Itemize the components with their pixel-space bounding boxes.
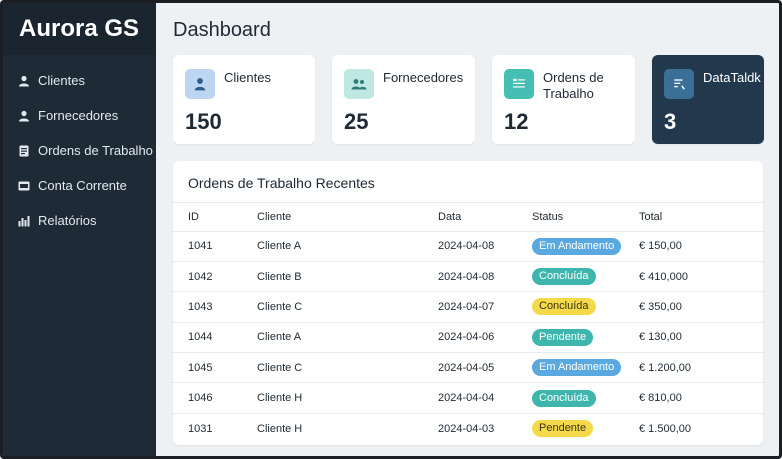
cell-data: 2024-04-07: [438, 291, 532, 323]
sidebar-item-label: Relatórios: [38, 213, 97, 228]
sidebar-item-label: Clientes: [38, 73, 85, 88]
cell-cliente: Cliente H: [257, 412, 438, 444]
cell-data: 2024-04-03: [438, 412, 532, 444]
cell-total: € 810,00: [639, 382, 763, 414]
table-row[interactable]: 1041 Cliente A 2024-04-08 Em Andamento € 150…: [173, 230, 763, 262]
cell-id: 1031: [173, 412, 257, 444]
status-badge: Concluída: [532, 298, 596, 316]
card-icon: [18, 180, 30, 192]
brand-logo[interactable]: Aurora GS: [3, 3, 156, 55]
status-badge: Pendente: [532, 328, 594, 346]
sidebar-item-fornecedores[interactable]: Fornecedores: [3, 98, 156, 133]
table-row[interactable]: 1031 Cliente H 2024-04-03 Pendente € 1.500,0…: [173, 412, 763, 444]
table-row[interactable]: 1046 Cliente H 2024-04-04 Concluída € 810,00: [173, 382, 763, 414]
column-header-id[interactable]: ID: [188, 210, 199, 223]
cell-id: 1046: [173, 382, 257, 414]
cell-cliente: Cliente H: [257, 382, 438, 414]
document-icon: [664, 69, 694, 99]
cell-status: Em Andamento: [532, 352, 639, 383]
cell-status: Concluída: [532, 260, 639, 292]
cell-data: 2024-04-04: [438, 382, 532, 414]
stat-card-label: Ordens de Trabalho: [543, 70, 604, 101]
list-icon: [504, 69, 534, 99]
stat-card-value: 12: [504, 109, 529, 134]
column-header-status[interactable]: Status: [532, 210, 564, 223]
sidebar-item-label: Conta Corrente: [38, 178, 127, 193]
cell-id: 1041: [173, 230, 257, 262]
main-content: Dashboard Clientes 150 Fornecedores 25 O…: [156, 3, 779, 456]
cell-cliente: Cliente A: [257, 321, 438, 353]
column-header-total[interactable]: Total: [639, 210, 663, 223]
cell-total: € 130,00: [639, 321, 763, 353]
user-icon: [18, 110, 30, 122]
users-icon: [344, 69, 374, 99]
cell-status: Concluída: [532, 291, 639, 323]
cell-id: 1042: [173, 260, 257, 292]
cell-status: Pendente: [532, 412, 639, 444]
cell-id: 1044: [173, 321, 257, 353]
stat-card-datataldk[interactable]: DataTaldk 3: [652, 55, 764, 144]
bar-chart-icon: [18, 215, 30, 227]
table-row[interactable]: 1042 Cliente B 2024-04-08 Concluída € 410,00…: [173, 260, 763, 292]
sidebar-item-ordens-de-trabalho[interactable]: Ordens de Trabalho: [3, 133, 156, 168]
cell-data: 2024-04-06: [438, 321, 532, 353]
orders-table: ID Cliente Data Status Total 1041 Cliente…: [173, 203, 763, 444]
cell-total: € 350,00: [639, 291, 763, 323]
table-row[interactable]: 1045 Cliente C 2024-04-05 Em Andamento € 1.2…: [173, 352, 763, 383]
stat-card-value: 25: [344, 109, 369, 134]
cell-total: € 150,00: [639, 230, 763, 262]
column-header-cliente[interactable]: Cliente: [257, 210, 292, 223]
sidebar-item-relatorios[interactable]: Relatórios: [3, 203, 156, 238]
sidebar-item-label: Fornecedores: [38, 108, 119, 123]
table-row[interactable]: 1044 Cliente A 2024-04-06 Pendente € 130,00: [173, 321, 763, 353]
cell-id: 1043: [173, 291, 257, 323]
cell-status: Pendente: [532, 321, 639, 353]
user-icon: [18, 75, 30, 87]
divider: [173, 202, 763, 203]
stat-card-ordens-de-trabalho[interactable]: Ordens de Trabalho 12: [492, 55, 635, 144]
cell-cliente: Cliente A: [257, 230, 438, 262]
sidebar-nav: Clientes Fornecedores Ordens de Trabalho…: [3, 55, 156, 238]
sidebar-item-clientes[interactable]: Clientes: [3, 63, 156, 98]
status-badge: Em Andamento: [532, 359, 622, 377]
status-badge: Concluída: [532, 389, 596, 407]
stat-card-value: 150: [185, 109, 222, 134]
stat-card-fornecedores[interactable]: Fornecedores 25: [332, 55, 475, 144]
page-title: Dashboard: [173, 19, 271, 41]
cell-cliente: Cliente B: [257, 260, 438, 292]
cell-total: € 1.200,00: [639, 352, 763, 383]
cell-data: 2024-04-05: [438, 352, 532, 383]
stat-card-label: Fornecedores: [383, 70, 464, 85]
cell-status: Concluída: [532, 382, 639, 414]
stat-card-value: 3: [664, 109, 677, 134]
column-header-data[interactable]: Data: [438, 210, 462, 223]
cell-id: 1045: [173, 352, 257, 383]
cell-data: 2024-04-08: [438, 260, 532, 292]
sidebar: Aurora GS Clientes Fornecedores Ordens d…: [3, 3, 156, 456]
sidebar-item-conta-corrente[interactable]: Conta Corrente: [3, 168, 156, 203]
status-badge: Em Andamento: [532, 237, 622, 255]
sidebar-item-label: Ordens de Trabalho: [38, 143, 153, 158]
recent-orders-panel: Ordens de Trabalho Recentes ID Cliente D…: [173, 161, 763, 445]
cell-cliente: Cliente C: [257, 291, 438, 323]
status-badge: Pendente: [532, 420, 594, 438]
stat-card-clientes[interactable]: Clientes 150: [173, 55, 315, 144]
cell-total: € 410,000: [639, 260, 763, 292]
document-icon: [18, 145, 30, 157]
cell-total: € 1.500,00: [639, 412, 763, 444]
panel-title: Ordens de Trabalho Recentes: [188, 175, 375, 191]
status-badge: Concluída: [532, 268, 596, 286]
user-icon: [185, 69, 215, 99]
stat-card-label: Clientes: [224, 70, 271, 85]
cell-data: 2024-04-08: [438, 230, 532, 262]
stat-card-label: DataTaldk: [703, 70, 761, 85]
cell-cliente: Cliente C: [257, 352, 438, 383]
cell-status: Em Andamento: [532, 230, 639, 262]
table-row[interactable]: 1043 Cliente C 2024-04-07 Concluída € 350,00: [173, 291, 763, 323]
table-header-row: ID Cliente Data Status Total: [173, 203, 763, 231]
